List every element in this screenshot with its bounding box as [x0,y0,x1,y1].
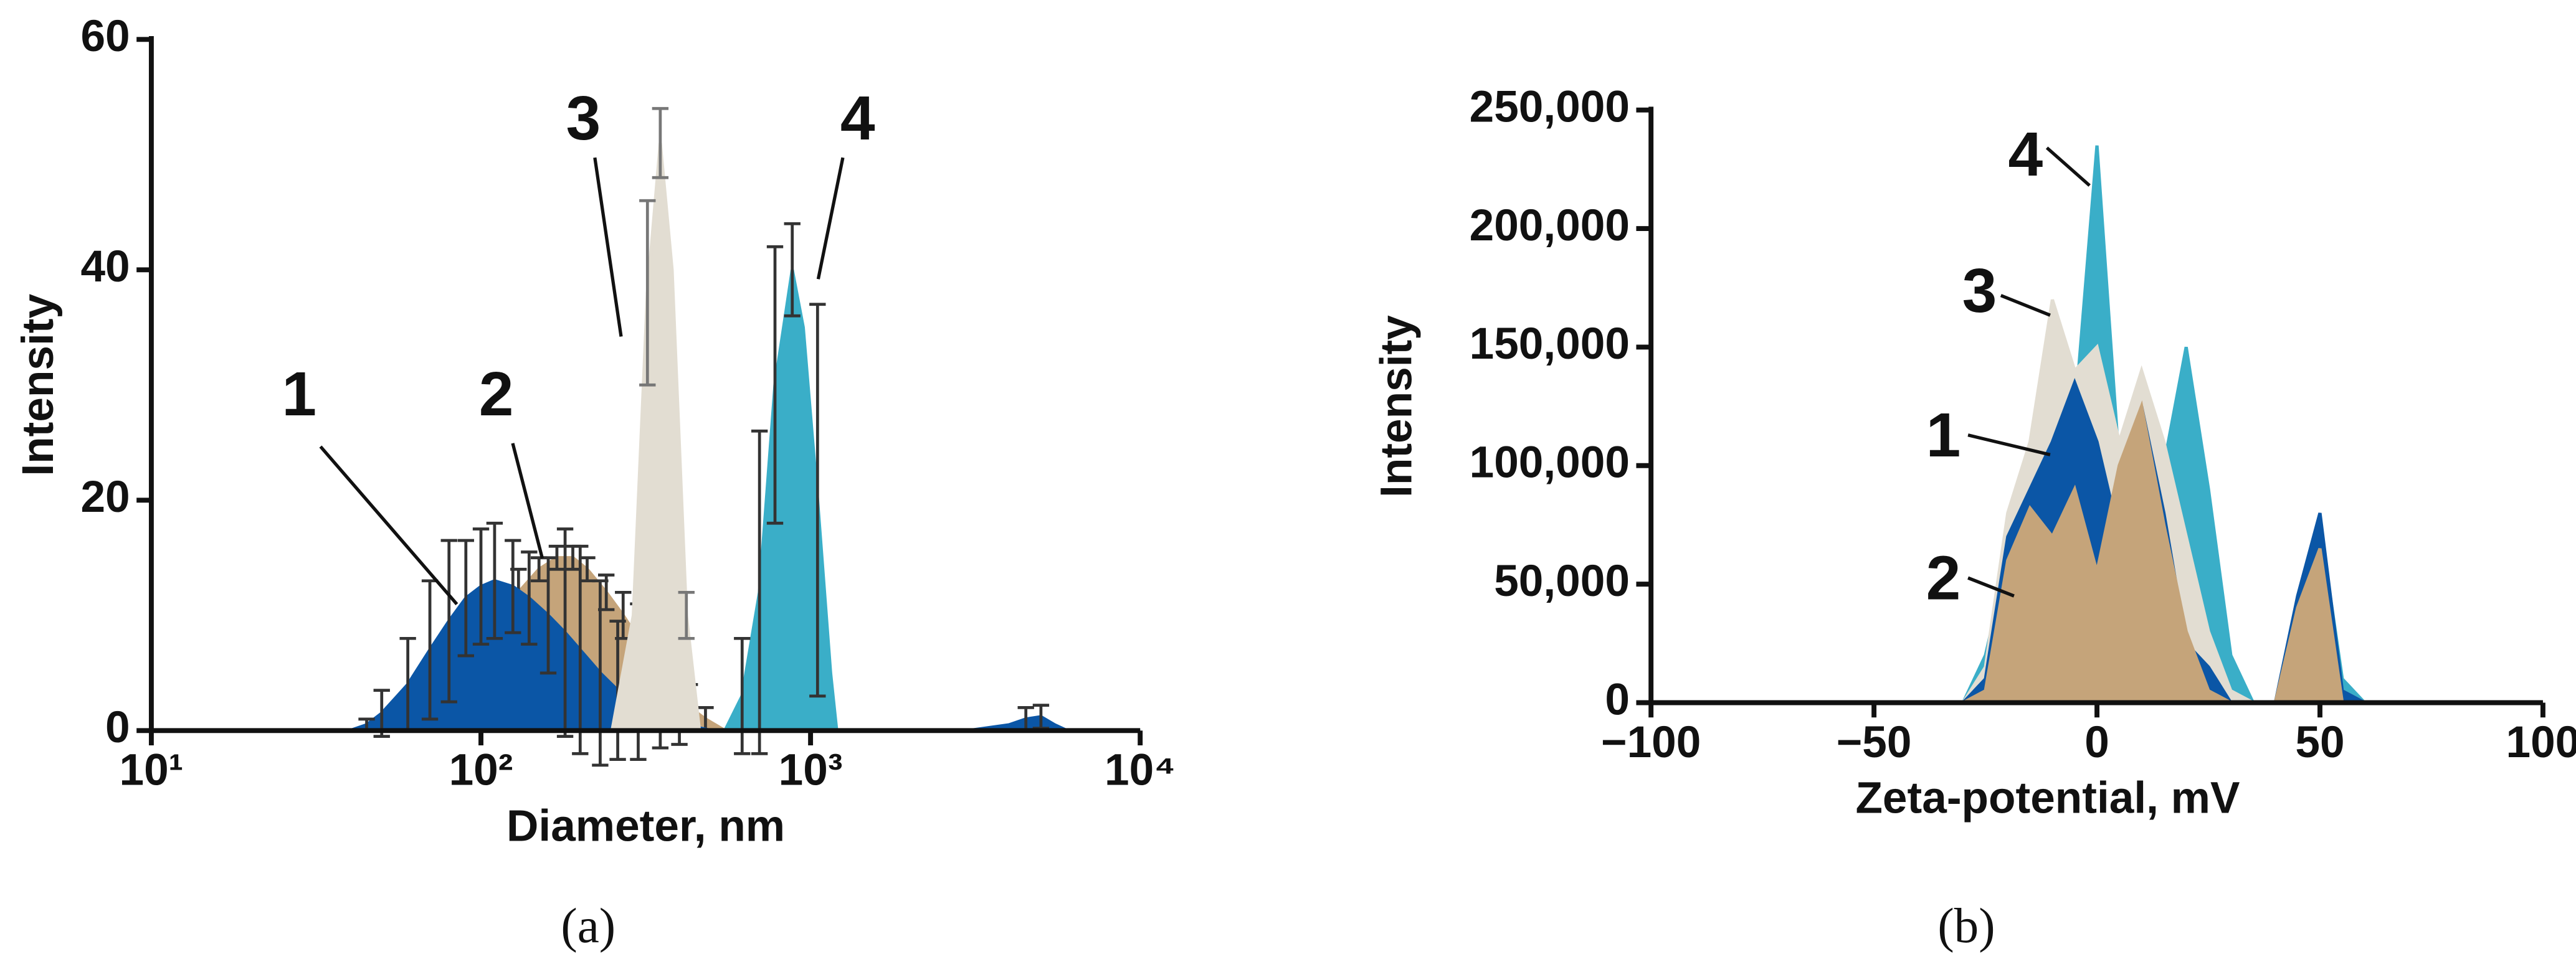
error-bar [457,539,474,658]
annotation-leader [2045,146,2091,187]
error-bar [486,521,503,640]
error-bar [572,544,589,755]
annotation-leader [319,445,459,606]
x-tick-label: 10² [449,746,513,795]
x-tick-label: 10³ [779,746,843,795]
series-annotation: 2 [1926,543,1961,613]
x-axis-label: Diameter, nm [506,801,785,851]
x-tick-label: 50 [2295,718,2344,767]
area-fill [151,143,1141,731]
annotation-leader [593,157,623,337]
annotation-leader [1967,433,2051,456]
error-bar [766,245,784,525]
annotation-leader [511,443,544,559]
panel-caption: (b) [1937,899,1995,953]
annotation-leader [1967,576,2015,598]
x-axis-label: Zeta-potential, mV [1855,774,2240,823]
annotation-leader [816,157,845,280]
error-bar [784,222,801,318]
area-fill [1651,406,2543,703]
area-line [1651,400,2543,705]
error-bar [505,539,521,634]
y-tick-label: 200,000 [1470,201,1630,250]
error-bar [734,636,751,755]
error-bar [592,579,609,767]
annotation-leader [2000,294,2051,317]
error-bar [652,106,669,179]
x-tick-label: 0 [2084,718,2109,767]
error-bar [809,303,826,698]
series-annotation: 3 [566,83,601,153]
y-tick-label: 50,000 [1494,557,1630,606]
error-bar [609,620,626,761]
x-tick-label: 10⁴ [1105,746,1176,795]
x-tick-label: 10¹ [119,746,183,795]
series-annotation: 1 [282,359,316,429]
y-tick-label: 100,000 [1470,438,1630,488]
series-annotation: 1 [1926,400,1961,470]
y-tick-label: 0 [1605,675,1630,724]
series-annotation: 4 [840,83,875,153]
error-bar [751,429,768,755]
area-line [1651,378,2543,705]
series-annotation: 2 [479,359,514,429]
y-tick-label: 250,000 [1470,82,1630,131]
error-bar [440,539,457,704]
y-tick-label: 40 [80,242,130,291]
error-bar [548,544,566,571]
y-axis-label: Intensity [14,294,63,476]
error-bar [639,199,656,387]
x-tick-label: −50 [1837,718,1912,767]
y-tick-label: 0 [105,703,130,752]
y-tick-label: 150,000 [1470,319,1630,369]
series-annotation: 4 [2008,120,2043,189]
series-annotation: 3 [1962,256,1997,326]
y-tick-label: 60 [80,12,130,61]
panel-caption: (a) [561,899,615,953]
error-bar [556,527,574,738]
error-bar [521,550,538,646]
y-tick-label: 20 [80,473,130,522]
x-tick-label: 100 [2506,718,2576,767]
x-tick-label: −100 [1601,718,1701,767]
error-bar [678,590,695,640]
error-bar [472,527,490,646]
y-axis-label: Intensity [1372,315,1422,498]
